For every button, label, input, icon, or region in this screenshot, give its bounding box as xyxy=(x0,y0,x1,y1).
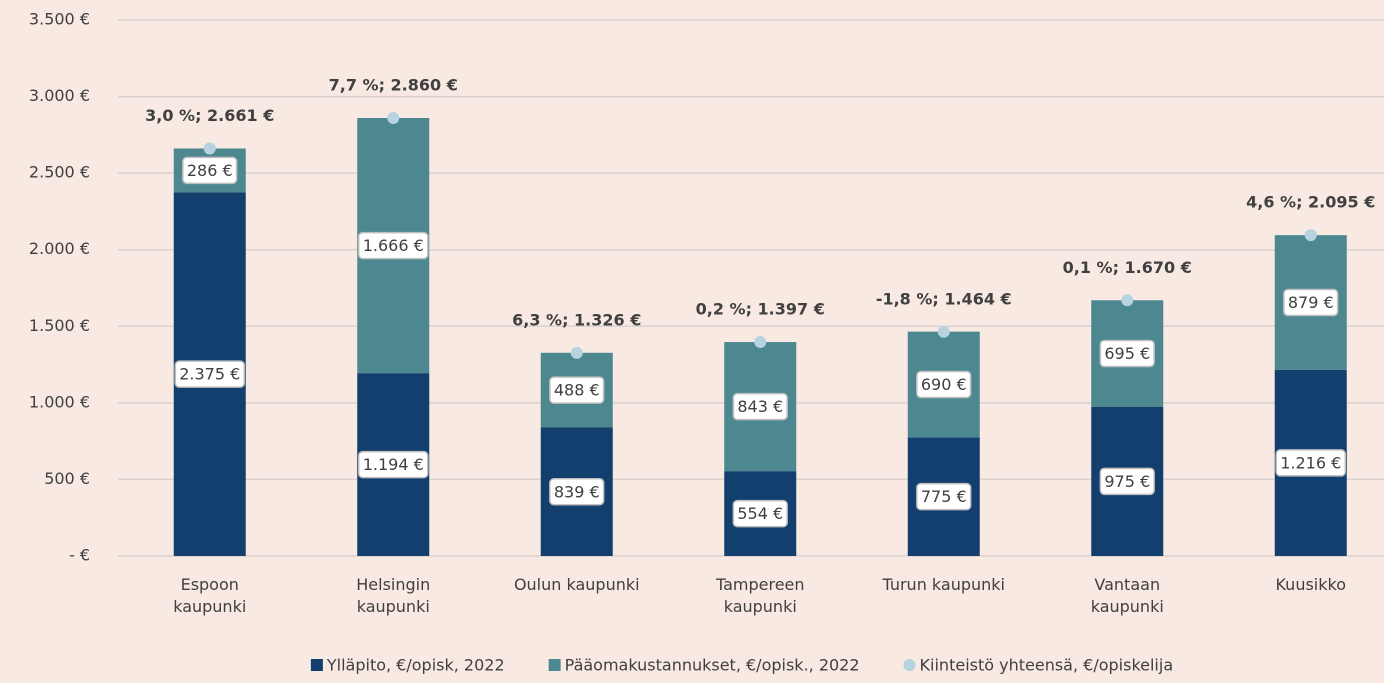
label-box xyxy=(182,156,238,185)
legend-label: Kiinteistö yhteensä, €/opiskelija xyxy=(920,656,1174,675)
y-tick-label: 1.500 € xyxy=(29,316,90,335)
x-tick-label: Helsingin kaupunki xyxy=(356,575,431,616)
data-label-group: 839 € xyxy=(549,478,605,506)
label-box xyxy=(1275,449,1347,477)
total-dot xyxy=(387,112,400,125)
total-label: 6,3 %; 1.326 € xyxy=(512,310,641,329)
legend-label: Ylläpito, €/opisk, 2022 xyxy=(326,656,505,675)
y-tick-label: 2.500 € xyxy=(29,163,90,182)
y-tick-label: 2.000 € xyxy=(29,239,90,258)
y-tick-label: - € xyxy=(69,546,90,565)
data-label-group: 554 € xyxy=(732,499,788,528)
label-box xyxy=(1283,288,1339,317)
total-label: 0,1 %; 1.670 € xyxy=(1063,258,1192,277)
data-label: 2.375 € xyxy=(179,365,240,384)
total-dot xyxy=(203,142,216,155)
data-label-group: 695 € xyxy=(1099,339,1155,368)
label-box xyxy=(732,392,788,421)
data-label: 843 € xyxy=(737,397,783,416)
total-dot xyxy=(1121,294,1134,307)
label-box xyxy=(357,450,429,479)
legend-marker xyxy=(548,659,561,671)
data-label-group: 488 € xyxy=(549,376,605,404)
total-label: 0,2 %; 1.397 € xyxy=(696,300,825,319)
data-label: 775 € xyxy=(921,487,967,506)
label-box xyxy=(549,376,605,404)
total-label: 4,6 %; 2.095 € xyxy=(1246,193,1375,212)
data-label: 695 € xyxy=(1104,344,1150,363)
label-box xyxy=(732,499,788,528)
x-tick-label: Tampereen kaupunki xyxy=(715,575,805,616)
data-label-group: 975 € xyxy=(1099,467,1155,496)
total-dot xyxy=(754,336,767,349)
label-box xyxy=(1099,339,1155,368)
total-dot xyxy=(1304,229,1317,242)
data-label-group: 879 € xyxy=(1283,288,1339,317)
data-label: 286 € xyxy=(187,161,233,180)
data-label: 488 € xyxy=(554,381,600,400)
total-label: 7,7 %; 2.860 € xyxy=(329,76,458,95)
label-box xyxy=(549,478,605,506)
y-tick-label: 500 € xyxy=(44,469,90,488)
legend-marker xyxy=(903,659,916,671)
legend-item: Ylläpito, €/opisk, 2022 xyxy=(310,656,505,675)
data-label: 975 € xyxy=(1104,472,1150,491)
legend-marker xyxy=(310,659,323,671)
data-label: 1.666 € xyxy=(363,236,424,255)
y-tick-label: 3.000 € xyxy=(29,86,90,105)
data-label: 690 € xyxy=(921,375,967,394)
x-tick-label: Vantaan kaupunki xyxy=(1090,575,1164,616)
data-label-group: 690 € xyxy=(916,370,972,399)
y-tick-label: 1.000 € xyxy=(29,392,90,411)
x-tick-label: Espoon kaupunki xyxy=(173,575,247,616)
data-label-group: 1.666 € xyxy=(357,231,429,260)
data-label-group: 1.216 € xyxy=(1275,449,1347,477)
x-tick-label: Oulun kaupunki xyxy=(513,575,640,594)
data-label: 554 € xyxy=(737,504,783,523)
data-label: 879 € xyxy=(1288,293,1334,312)
data-label: 1.194 € xyxy=(363,455,424,474)
data-label-group: 843 € xyxy=(732,392,788,421)
data-label-group: 286 € xyxy=(182,156,238,185)
total-dot xyxy=(937,325,950,338)
label-box xyxy=(916,482,972,511)
data-label-group: 775 € xyxy=(916,482,972,511)
label-box xyxy=(1099,467,1155,496)
data-label: 1.216 € xyxy=(1280,453,1341,472)
data-label: 839 € xyxy=(554,482,600,501)
legend-label: Pääomakustannukset, €/opisk., 2022 xyxy=(565,656,860,675)
legend: Ylläpito, €/opisk, 2022 Pääomakustannukse… xyxy=(310,656,1174,675)
total-label: 3,0 %; 2.661 € xyxy=(145,106,274,125)
label-box xyxy=(357,231,429,260)
legend-item: Pääomakustannukset, €/opisk., 2022 xyxy=(548,656,860,675)
x-tick-label: Kuusikko xyxy=(1275,575,1346,594)
data-label-group: 1.194 € xyxy=(357,450,429,479)
total-dot xyxy=(570,346,583,359)
total-label: -1,8 %; 1.464 € xyxy=(876,289,1012,308)
label-box xyxy=(174,360,246,388)
x-tick-label: Turun kaupunki xyxy=(882,575,1005,594)
label-box xyxy=(916,370,972,399)
data-label-group: 2.375 € xyxy=(174,360,246,388)
legend-item: Kiinteistö yhteensä, €/opiskelija xyxy=(903,656,1174,675)
y-tick-label: 3.500 € xyxy=(29,10,90,29)
